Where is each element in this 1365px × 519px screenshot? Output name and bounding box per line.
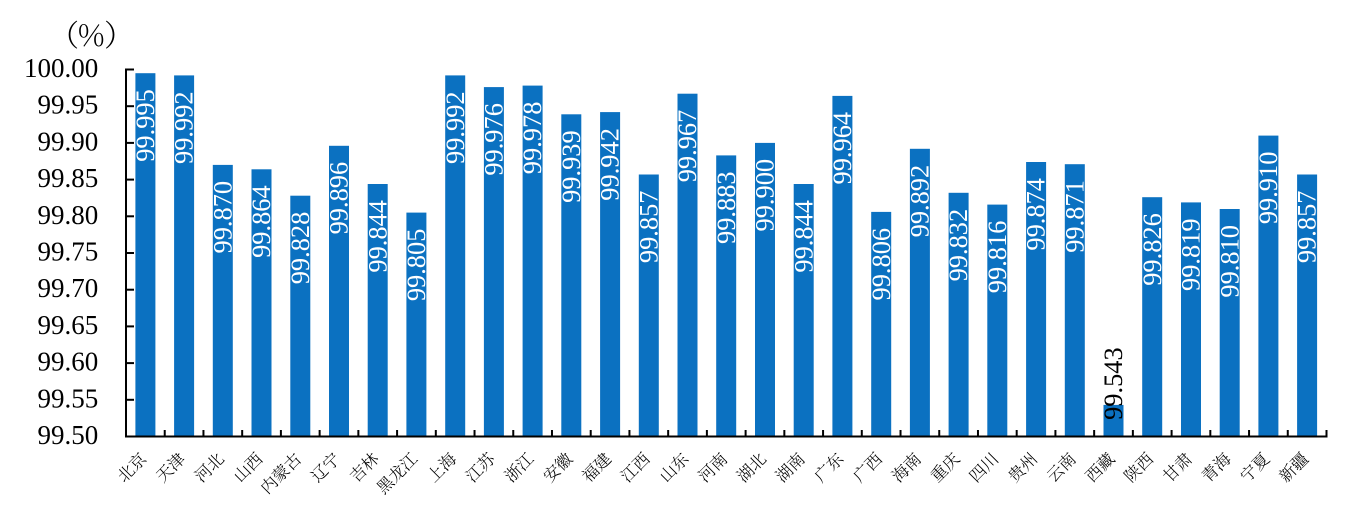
- svg-text:99.874: 99.874: [1021, 178, 1051, 251]
- svg-text:99.844: 99.844: [788, 200, 818, 273]
- svg-text:99.65: 99.65: [37, 310, 98, 340]
- svg-text:99.870: 99.870: [207, 181, 237, 254]
- svg-text:99.55: 99.55: [37, 383, 98, 413]
- svg-text:99.967: 99.967: [672, 110, 702, 183]
- svg-text:99.892: 99.892: [905, 165, 935, 238]
- svg-text:99.995: 99.995: [130, 89, 160, 162]
- svg-text:99.816: 99.816: [982, 221, 1012, 294]
- svg-text:99.805: 99.805: [401, 229, 431, 302]
- svg-text:99.806: 99.806: [866, 228, 896, 301]
- svg-text:99.871: 99.871: [1059, 180, 1089, 253]
- svg-text:99.90: 99.90: [37, 126, 98, 156]
- svg-text:99.75: 99.75: [37, 237, 98, 267]
- svg-text:99.810: 99.810: [1214, 225, 1244, 298]
- svg-text:99.50: 99.50: [37, 420, 98, 450]
- svg-text:99.964: 99.964: [827, 112, 857, 185]
- svg-text:99.939: 99.939: [556, 130, 586, 203]
- svg-text:99.864: 99.864: [246, 185, 276, 258]
- svg-text:99.992: 99.992: [440, 91, 470, 164]
- svg-text:99.832: 99.832: [943, 209, 973, 282]
- svg-text:99.95: 99.95: [37, 90, 98, 120]
- svg-text:99.942: 99.942: [595, 128, 625, 201]
- svg-text:99.900: 99.900: [750, 159, 780, 232]
- svg-text:99.60: 99.60: [37, 347, 98, 377]
- svg-text:99.543: 99.543: [1098, 347, 1128, 420]
- svg-text:99.857: 99.857: [633, 191, 663, 264]
- svg-text:99.85: 99.85: [37, 163, 98, 193]
- svg-text:99.70: 99.70: [37, 273, 98, 303]
- svg-text:99.976: 99.976: [479, 103, 509, 176]
- svg-text:100.00: 100.00: [24, 53, 98, 83]
- svg-text:99.883: 99.883: [711, 171, 741, 244]
- svg-text:99.828: 99.828: [285, 212, 315, 285]
- svg-text:99.978: 99.978: [517, 102, 547, 175]
- svg-text:99.857: 99.857: [1292, 191, 1322, 264]
- svg-text:99.826: 99.826: [1137, 213, 1167, 286]
- svg-text:99.844: 99.844: [362, 200, 392, 273]
- svg-text:99.896: 99.896: [324, 162, 354, 235]
- svg-text:99.819: 99.819: [1176, 218, 1206, 291]
- svg-text:99.910: 99.910: [1253, 152, 1283, 225]
- svg-text:99.992: 99.992: [169, 91, 199, 164]
- svg-text:99.80: 99.80: [37, 200, 98, 230]
